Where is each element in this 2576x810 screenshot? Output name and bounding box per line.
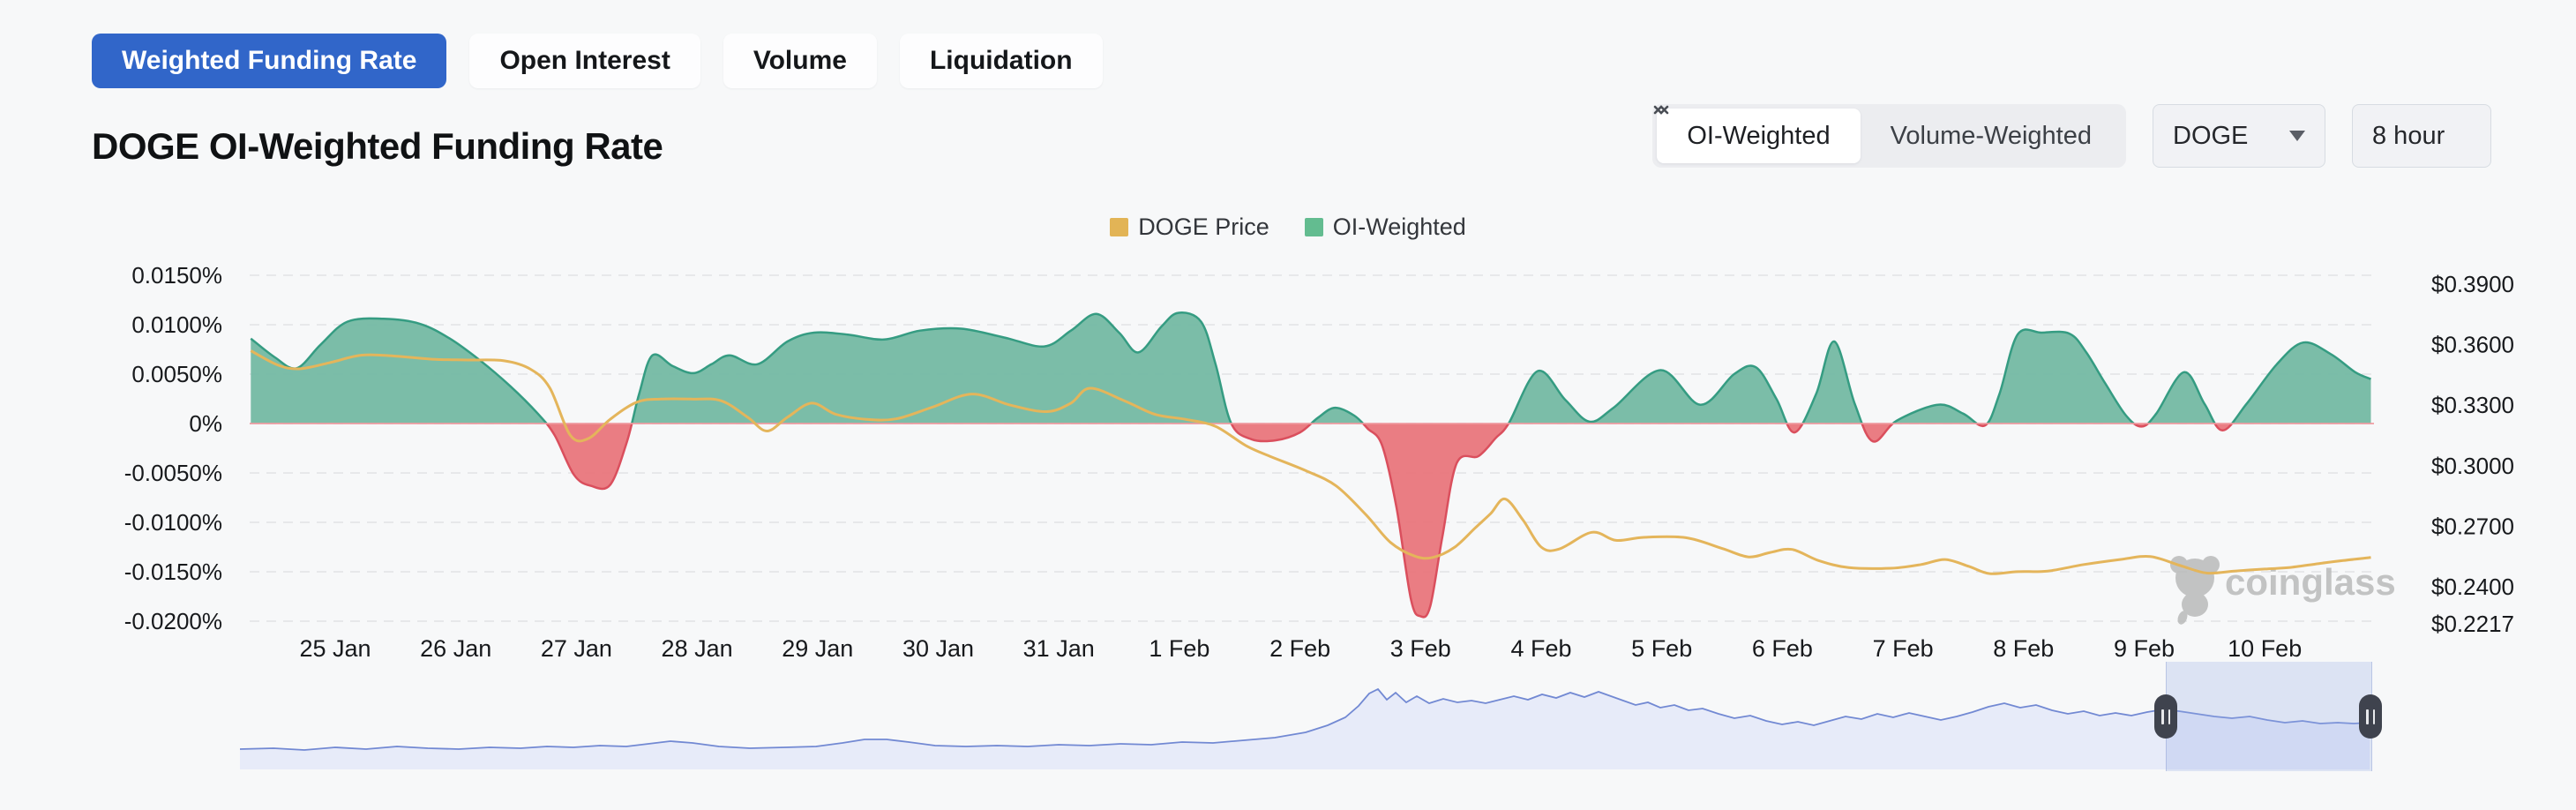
segment-volume-weighted[interactable]: Volume-Weighted <box>1890 121 2092 150</box>
y-axis-right-labels: $0.3900 $0.3600 $0.3300 $0.3000 $0.2700 $0.24… <box>2431 271 2514 637</box>
y-left-tick: -0.0200% <box>124 608 222 634</box>
symbol-select-value: DOGE <box>2173 121 2249 150</box>
y-axis-left-labels: 0.0150% 0.0100% 0.0050% 0% -0.0050% -0.0100% -… <box>124 262 222 634</box>
x-tick: 3 Feb <box>1390 635 1451 662</box>
y-left-tick: -0.0050% <box>124 460 222 486</box>
x-tick: 5 Feb <box>1631 635 1692 662</box>
segment-oi-weighted[interactable]: OI-Weighted <box>1657 109 1861 163</box>
x-tick: 8 Feb <box>1993 635 2054 662</box>
x-tick: 7 Feb <box>1873 635 1934 662</box>
x-tick: 28 Jan <box>662 635 733 662</box>
tab-weighted-funding-rate[interactable]: Weighted Funding Rate <box>92 34 447 88</box>
x-tick: 26 Jan <box>420 635 491 662</box>
chart-type-tabbar: Weighted Funding Rate Open Interest Volu… <box>92 34 1103 88</box>
chart-controls: OI-Weighted Volume-Weighted DOGE 8 hour <box>1652 104 2491 168</box>
funding-rate-area <box>250 311 2371 619</box>
page-title: DOGE OI-Weighted Funding Rate <box>92 125 663 167</box>
doge-price-swatch-icon <box>1110 218 1129 236</box>
navigator-brush[interactable] <box>2166 662 2372 771</box>
navigator-right-handle-icon[interactable] <box>2359 694 2382 739</box>
y-right-tick: $0.3000 <box>2431 453 2514 479</box>
oi-weighted-swatch-icon <box>1304 218 1323 236</box>
legend-label: OI-Weighted <box>1332 214 1466 240</box>
legend-label: DOGE Price <box>1138 214 1269 240</box>
doge-price-line <box>250 349 2371 575</box>
weighting-segmented-control: OI-Weighted Volume-Weighted <box>1652 104 2126 168</box>
chart-legend: DOGE Price OI-Weighted <box>0 214 2576 241</box>
symbol-select[interactable]: DOGE <box>2153 104 2325 168</box>
coinglass-watermark: coinglass <box>2170 556 2396 625</box>
tab-liquidation[interactable]: Liquidation <box>899 34 1103 88</box>
y-right-tick: $0.3900 <box>2431 271 2514 297</box>
x-axis-labels: 25 Jan 26 Jan 27 Jan 28 Jan 29 Jan 30 Jan 31 J… <box>299 635 2302 662</box>
navigator-left-handle-icon[interactable] <box>2154 694 2177 739</box>
y-left-tick: 0.0100% <box>131 311 222 338</box>
tab-open-interest[interactable]: Open Interest <box>469 34 700 88</box>
x-tick: 31 Jan <box>1023 635 1095 662</box>
chevron-down-icon <box>2289 131 2305 141</box>
y-left-tick: -0.0150% <box>124 559 222 585</box>
interval-select[interactable]: 8 hour <box>1654 104 2491 168</box>
y-left-tick: -0.0100% <box>124 509 222 536</box>
x-tick: 9 Feb <box>2114 635 2175 662</box>
y-left-tick: 0% <box>189 410 222 437</box>
x-tick: 6 Feb <box>1752 635 1813 662</box>
legend-item-doge-price[interactable]: DOGE Price <box>1110 214 1269 241</box>
y-right-tick: $0.2700 <box>2431 513 2514 539</box>
x-tick: 10 Feb <box>2228 635 2302 662</box>
x-tick: 2 Feb <box>1269 635 1330 662</box>
tab-volume[interactable]: Volume <box>723 34 877 88</box>
y-right-tick: $0.3600 <box>2431 332 2514 358</box>
x-tick: 1 Feb <box>1149 635 1209 662</box>
legend-item-oi-weighted[interactable]: OI-Weighted <box>1304 214 1466 241</box>
x-tick: 27 Jan <box>541 635 612 662</box>
x-tick: 25 Jan <box>299 635 371 662</box>
y-right-tick: $0.2217 <box>2431 611 2514 637</box>
y-left-tick: 0.0150% <box>131 262 222 289</box>
x-tick: 30 Jan <box>902 635 974 662</box>
y-left-tick: 0.0050% <box>131 361 222 387</box>
x-tick: 29 Jan <box>782 635 853 662</box>
y-right-tick: $0.2400 <box>2431 574 2514 600</box>
navigator-mini-chart[interactable] <box>239 687 2370 769</box>
interval-select-value: 8 hour <box>2372 121 2445 150</box>
x-tick: 4 Feb <box>1510 635 1571 662</box>
svg-text:coinglass: coinglass <box>2225 561 2396 603</box>
y-right-tick: $0.3300 <box>2431 392 2514 418</box>
